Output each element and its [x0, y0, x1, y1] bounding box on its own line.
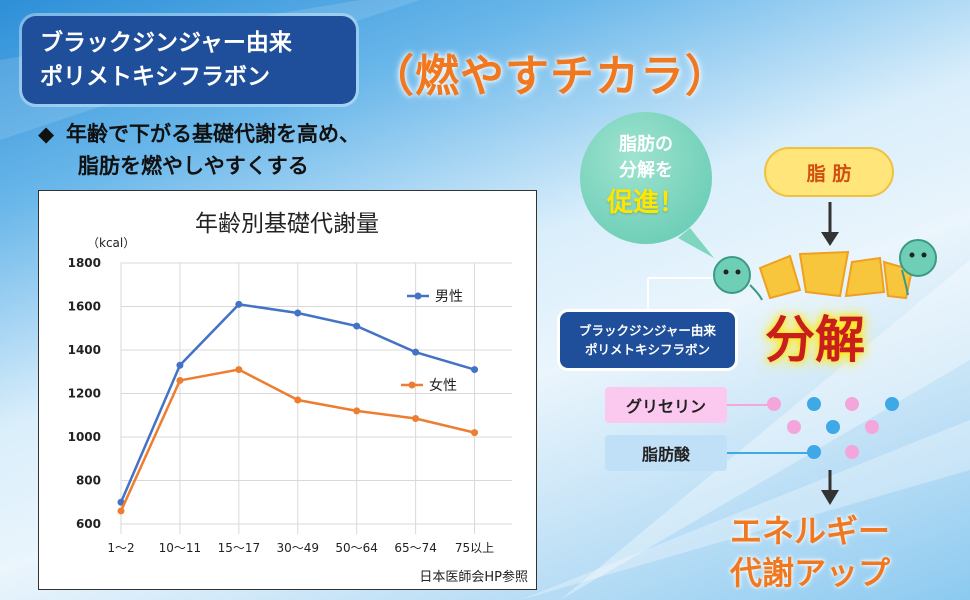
bullet-line-1: 年齢で下がる基礎代謝を高め、 — [66, 122, 360, 146]
legend-label-2: 女性 — [429, 377, 457, 394]
y-tick-label: 1400 — [68, 343, 101, 357]
title-box: ブラックジンジャー由来 ポリメトキシフラボン — [22, 16, 356, 104]
bullet-line-2: 脂肪を燃やしやすくする — [78, 154, 309, 178]
data-point — [176, 361, 184, 369]
compound-line-1: ブラックジンジャー由来 — [579, 323, 716, 338]
x-tick-label: 1～2 — [107, 541, 134, 555]
data-point — [176, 376, 184, 384]
data-point — [235, 300, 243, 308]
chart-title: 年齢別基礎代謝量 — [195, 211, 379, 237]
bubble-line-3: 促進！ — [606, 188, 685, 218]
bullet-point: ◆ 年齢で下がる基礎代謝を高め、 脂肪を燃やしやすくする — [38, 118, 360, 182]
x-tick-label: 75以上 — [455, 541, 494, 555]
y-tick-label: 1600 — [68, 300, 101, 314]
data-point — [412, 348, 420, 356]
data-point — [353, 322, 361, 330]
chart-source: 日本医師会HP参照 — [419, 570, 528, 585]
legend-marker-2 — [408, 381, 416, 389]
fat-label: 脂 肪 — [764, 147, 894, 197]
x-tick-label: 30～49 — [276, 541, 319, 555]
compound-label: ブラックジンジャー由来 ポリメトキシフラボン — [560, 312, 735, 368]
energy-line-2: 代謝アップ — [730, 554, 891, 592]
energy-line-1: エネルギー — [730, 512, 891, 550]
x-tick-label: 10～11 — [159, 541, 202, 555]
x-tick-label: 50～64 — [335, 541, 378, 555]
speech-bubble: 脂肪の 分解を 促進！ — [580, 112, 712, 244]
energy-text: エネルギー 代謝アップ — [730, 510, 890, 594]
title-line-2: ポリメトキシフラボン — [40, 64, 270, 90]
compound-line-2: ポリメトキシフラボン — [584, 342, 710, 357]
data-point — [471, 366, 479, 374]
x-tick-label: 15～17 — [218, 541, 261, 555]
data-point — [294, 396, 302, 404]
headline: （燃やすチカラ） — [370, 51, 730, 102]
data-point — [294, 309, 302, 317]
data-point — [471, 429, 479, 437]
legend-label-1: 男性 — [435, 289, 463, 305]
fatty-acid-label: 脂肪酸 — [605, 435, 727, 471]
glycerin-label: グリセリン — [605, 387, 727, 423]
y-tick-label: 1200 — [68, 387, 101, 401]
bubble-line-1: 脂肪の — [619, 134, 673, 155]
diamond-bullet-icon: ◆ — [38, 122, 55, 146]
data-point — [117, 498, 125, 506]
bubble-line-2: 分解を — [619, 160, 673, 181]
y-tick-label: 600 — [76, 517, 101, 531]
data-point — [117, 507, 125, 515]
y-axis-unit: （kcal） — [87, 236, 135, 250]
data-point — [353, 407, 361, 415]
data-point — [235, 366, 243, 374]
breakdown-text: 分解 — [765, 311, 865, 369]
y-tick-label: 1000 — [68, 430, 101, 444]
y-tick-label: 800 — [76, 474, 101, 488]
chart-container: 年齢別基礎代謝量 （kcal） 1800 1600 1400 1200 1000 800 600… — [38, 190, 537, 590]
x-tick-label: 65～74 — [394, 541, 437, 555]
legend-marker-1 — [414, 292, 422, 300]
title-line-1: ブラックジンジャー由来 — [40, 30, 292, 56]
y-tick-label: 1800 — [68, 256, 101, 270]
line-chart: 年齢別基礎代謝量 （kcal） 1800 1600 1400 1200 1000 800 600… — [68, 211, 512, 555]
data-point — [412, 415, 420, 423]
